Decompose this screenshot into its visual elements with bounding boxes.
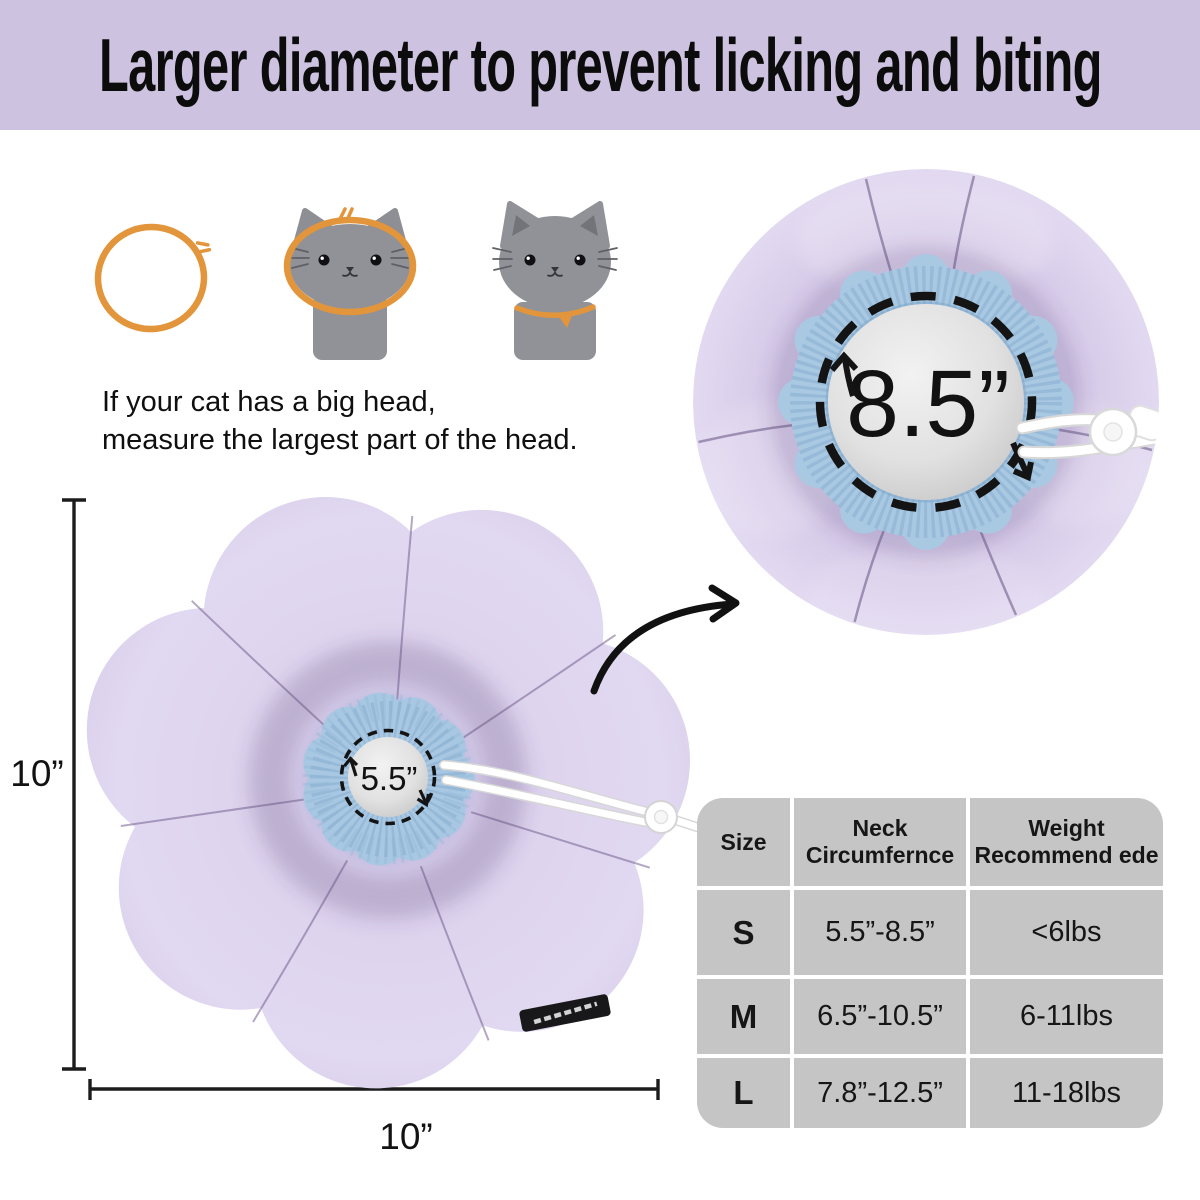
size-chart-cell-weight-s: <6lbs xyxy=(970,890,1163,975)
size-chart-cell-weight-m: 6-11lbs xyxy=(970,979,1163,1054)
instruction-line-1: If your cat has a big head, xyxy=(102,386,436,418)
width-dimension-label: 10” xyxy=(379,1116,432,1157)
size-chart-cell-size-m: M xyxy=(697,979,790,1054)
size-chart-header-weight-line1: Weight xyxy=(1028,815,1105,841)
size-chart-header-neck-line1: Neck xyxy=(852,815,908,841)
size-chart-cell-size-s: S xyxy=(697,890,790,975)
height-dimension-line xyxy=(62,498,86,1071)
size-chart-header-neck: Neck Circumfernce xyxy=(794,798,966,886)
height-dimension-label: 10” xyxy=(10,753,63,794)
detail-ring xyxy=(778,254,1074,550)
size-chart-cell-weight-l: 11-18lbs xyxy=(970,1058,1163,1128)
neck-hole-label: 5.5” xyxy=(361,760,418,797)
drawstring-cord xyxy=(439,760,711,835)
detail-arrows xyxy=(829,351,1034,482)
instruction-line-2: measure the largest part of the head. xyxy=(102,424,578,456)
banner: Larger diameter to prevent licking and b… xyxy=(0,0,1200,130)
instruction-text: If your cat has a big head, measure the … xyxy=(102,383,578,459)
size-chart-cell-neck-l: 7.8”-12.5” xyxy=(794,1058,966,1128)
cat-head-measure-illustration xyxy=(283,207,417,360)
size-chart-header-weight: Weight Recommend ede xyxy=(970,798,1163,886)
banner-title: Larger diameter to prevent licking and b… xyxy=(98,23,1102,107)
size-chart-header-size: Size xyxy=(697,798,790,886)
flower-collar-product: 5.5” xyxy=(86,497,711,1089)
detail-dashed-circle xyxy=(815,291,1037,513)
cat-collar-illustration xyxy=(492,201,618,360)
head-measure-loop xyxy=(283,207,417,316)
neck-hole-circle xyxy=(348,737,428,817)
measuring-tape-icon xyxy=(94,223,212,333)
width-dimension-line xyxy=(88,1079,660,1100)
size-chart-cell-neck-s: 5.5”-8.5” xyxy=(794,890,966,975)
detail-diameter-label: 8.5” xyxy=(846,351,1010,457)
size-chart-header-size-label: Size xyxy=(720,828,767,855)
size-chart: Size Neck Circumfernce Weight Recommend … xyxy=(697,798,1163,1128)
detail-hole-circle xyxy=(828,304,1024,500)
size-chart-header-neck-line2: Circumfernce xyxy=(805,842,955,868)
brand-tag xyxy=(519,994,611,1032)
zoom-arrow xyxy=(590,584,740,695)
neck-hole-arrows xyxy=(343,756,431,808)
size-chart-header-weight-line2: Recommend ede xyxy=(974,842,1159,868)
size-chart-cell-neck-m: 6.5”-10.5” xyxy=(794,979,966,1054)
neck-hole-dashed-circle xyxy=(339,728,437,826)
size-chart-cell-size-l: L xyxy=(697,1058,790,1128)
neck-collar-loop xyxy=(514,304,596,328)
detail-cord xyxy=(1015,404,1159,460)
detail-zoom-circle: 8.5” xyxy=(693,169,1159,635)
